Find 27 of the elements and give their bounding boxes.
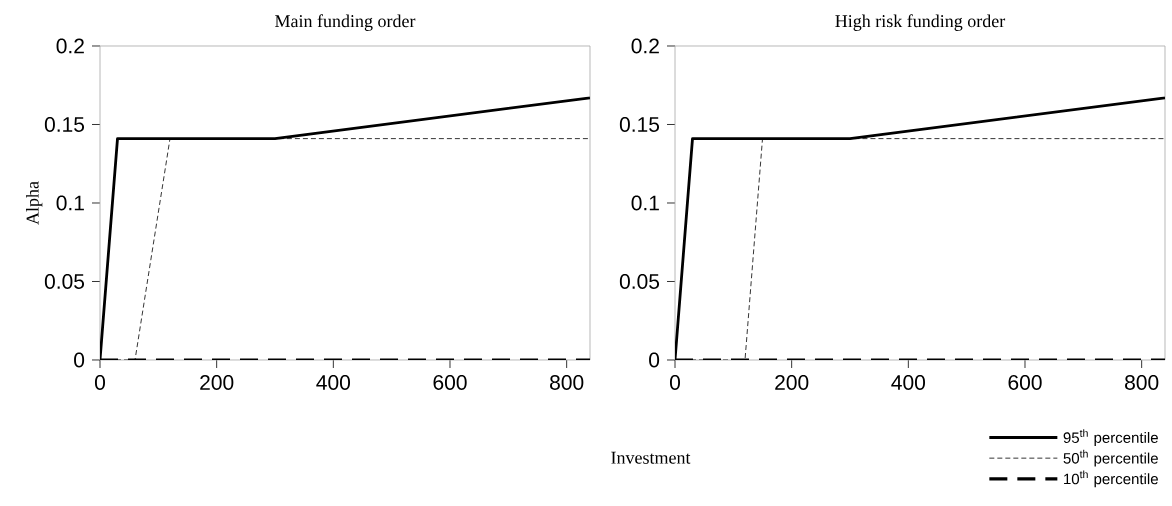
x-tick-label: 0 [669,375,681,390]
y-axis-title: Alpha [26,181,43,225]
legend-label: 95$^{th}$ percentile [1063,429,1158,446]
y-tick-label: 0.15 [44,117,85,132]
y-tick-label: 0.1 [56,195,84,211]
y-tick-label: 0.05 [44,274,85,289]
x-tick-label: 600 [1008,375,1042,390]
x-tick-label: 200 [775,375,809,390]
y-tick-label: 0.2 [56,38,84,54]
x-tick-label: 800 [1125,375,1159,390]
y-tick-label: 0 [649,352,660,368]
x-axis-title: Investment [611,451,691,464]
chart-title: High risk funding order [835,14,1006,31]
y-tick-label: 0 [74,352,85,368]
y-tick-label: 0.05 [619,274,660,289]
x-tick-label: 600 [433,375,467,390]
x-tick-label: 200 [200,375,234,390]
legend-label: 10$^{th}$ percentile [1064,470,1158,488]
x-tick-label: 400 [891,375,926,390]
y-tick-label: 0.1 [631,195,659,211]
x-tick-label: 800 [550,375,584,390]
y-tick-label: 0.2 [631,38,659,54]
y-tick-label: 0.15 [619,117,660,132]
x-tick-label: 0 [94,375,106,390]
legend-label: 50$^{th}$ percentile [1063,449,1158,467]
x-tick-label: 400 [316,375,351,390]
chart-title: Main funding order [275,14,416,31]
